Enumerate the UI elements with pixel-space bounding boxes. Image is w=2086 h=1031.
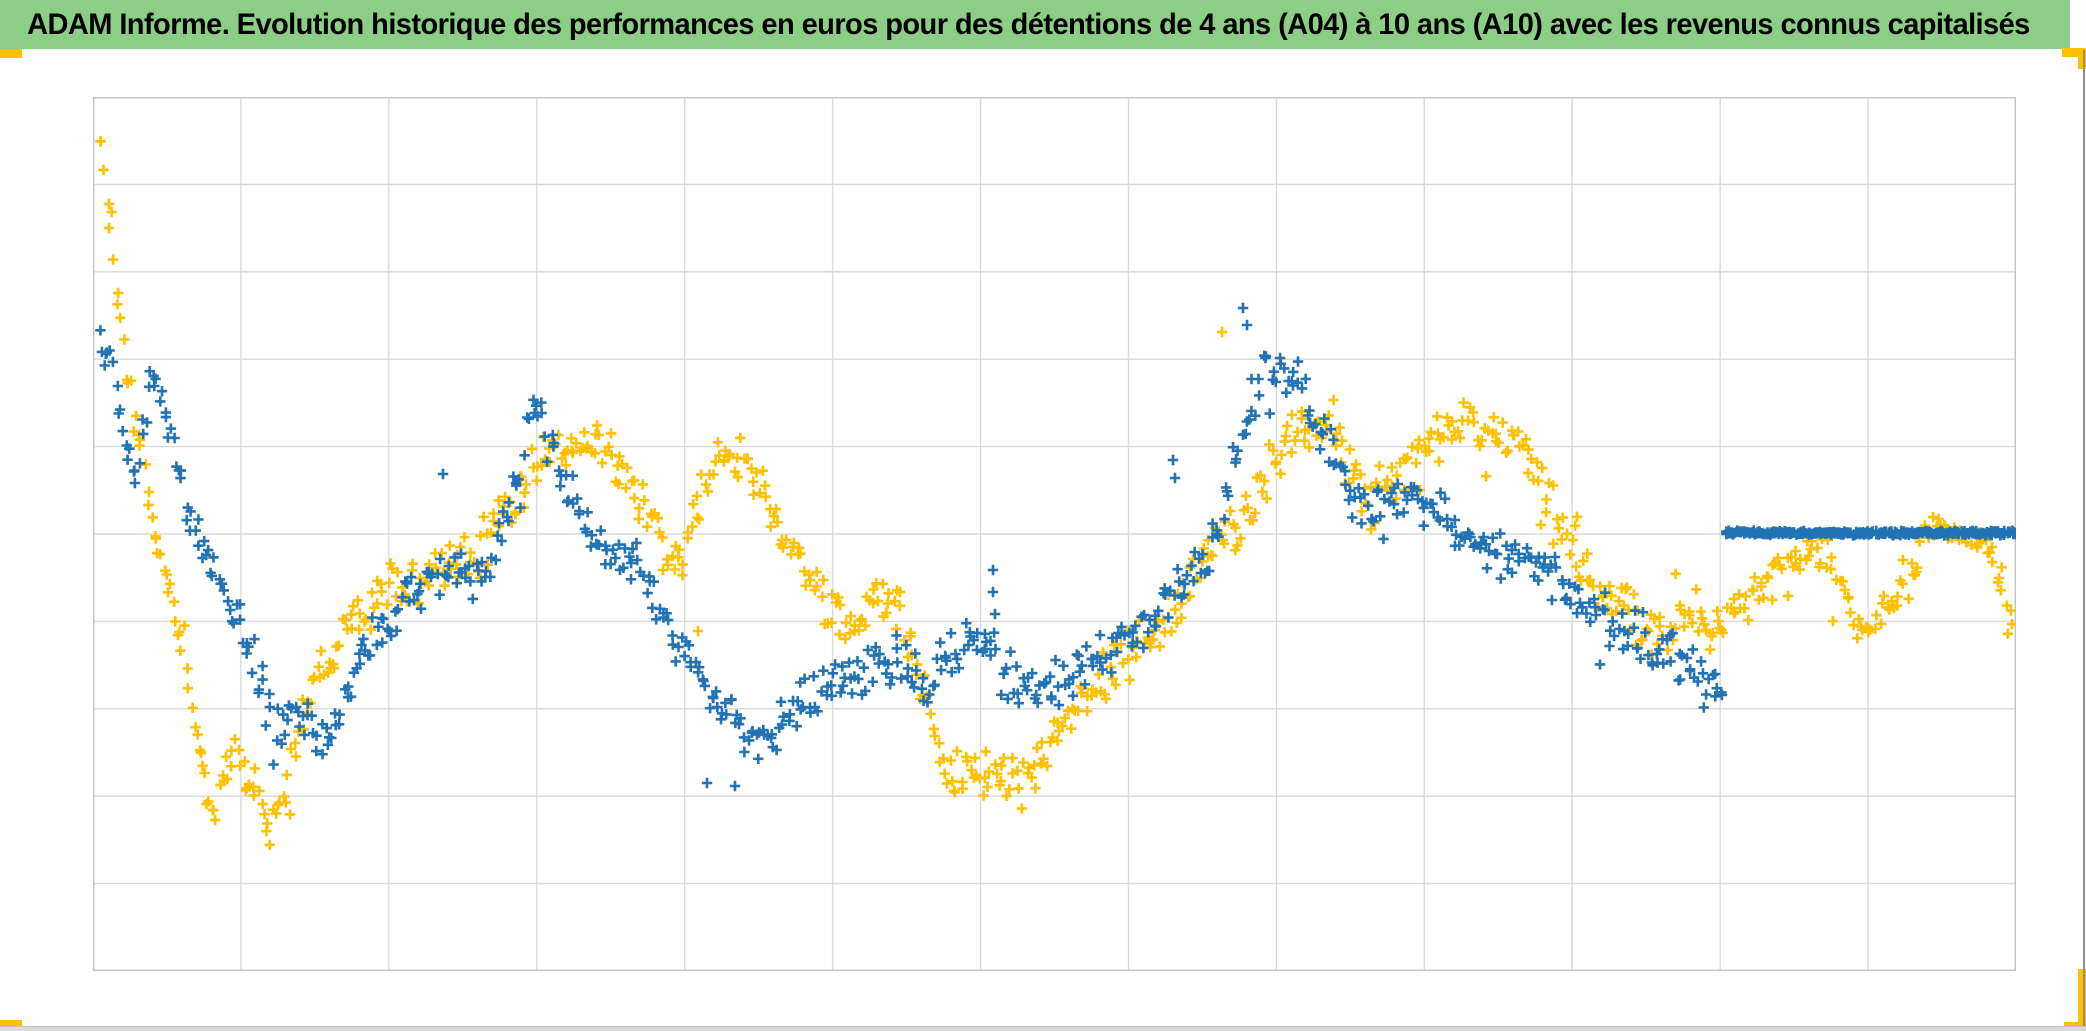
- corner-accent-mark: [2078, 48, 2086, 69]
- scatter-chart-plot-area: [93, 97, 2016, 971]
- header-bar: ADAM Informe. Evolution historique des p…: [0, 0, 2070, 49]
- series-a04-markers: [95, 302, 2016, 792]
- page-title: ADAM Informe. Evolution historique des p…: [27, 7, 2030, 41]
- corner-accent-mark: [2078, 969, 2086, 1031]
- corner-accent-mark: [0, 49, 22, 58]
- corner-accent-mark: [2062, 48, 2086, 57]
- corner-accent-mark: [0, 1020, 22, 1031]
- page-right-border: [2083, 50, 2085, 1031]
- bottom-strip: [0, 1026, 2086, 1031]
- series-a10-markers: [95, 136, 2016, 850]
